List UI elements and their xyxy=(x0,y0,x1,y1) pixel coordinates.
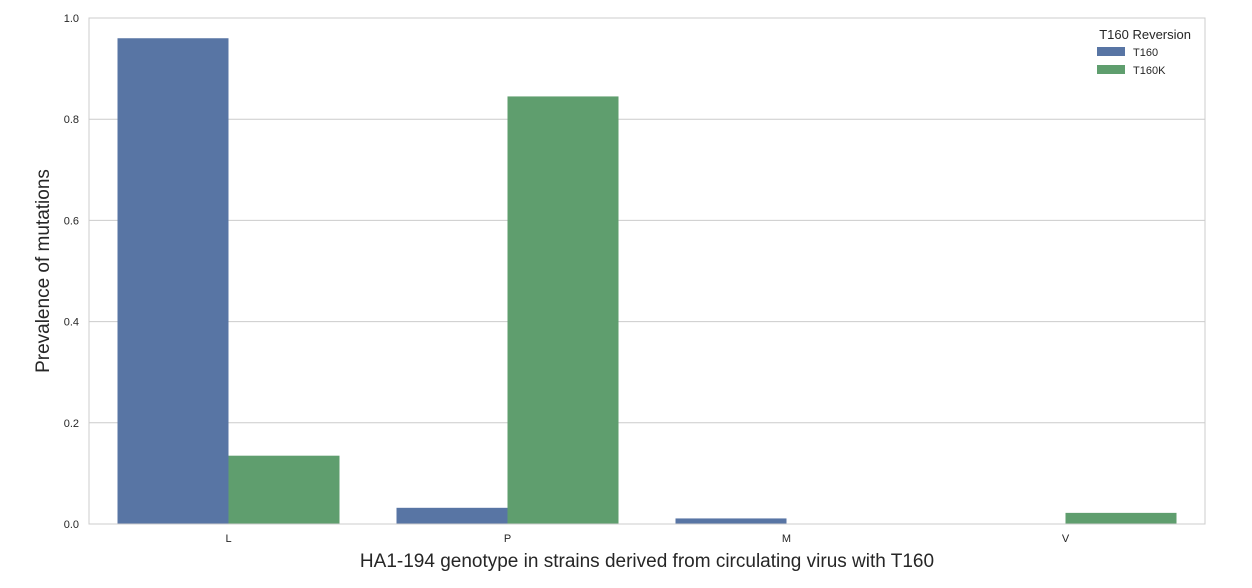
legend-items: T160 T160K xyxy=(1097,47,1166,77)
bar-t160k-p xyxy=(507,96,619,525)
y-tick-label: 1.0 xyxy=(64,13,79,25)
bars xyxy=(117,38,1177,525)
bar-t160-l xyxy=(117,38,229,525)
y-tick-label: 0.2 xyxy=(64,418,79,430)
x-tick-label: P xyxy=(504,533,511,545)
x-tick-label: V xyxy=(1062,533,1070,545)
plot-frame xyxy=(88,17,1206,525)
y-tick-label: 0.4 xyxy=(64,317,79,329)
legend-label-t160k: T160K xyxy=(1133,65,1166,77)
y-tick-labels: 0.0 0.2 0.4 0.6 0.8 1.0 xyxy=(64,13,79,531)
grid-lines xyxy=(89,17,1205,424)
bar-t160k-v xyxy=(1065,512,1177,524)
y-tick-label: 0.0 xyxy=(64,519,79,531)
legend-title: T160 Reversion xyxy=(1099,27,1191,42)
x-axis-label: HA1-194 genotype in strains derived from… xyxy=(360,551,934,572)
y-tick-label: 0.8 xyxy=(64,114,79,126)
legend-swatch-t160k xyxy=(1097,65,1125,74)
legend-label-t160: T160 xyxy=(1133,47,1158,59)
y-axis-label: Prevalence of mutations xyxy=(33,169,54,373)
x-tick-label: M xyxy=(782,533,791,545)
bar-t160-m xyxy=(675,518,787,524)
x-tick-label: L xyxy=(225,533,231,545)
bar-t160-p xyxy=(396,507,508,524)
bar-t160k-l xyxy=(228,455,340,524)
y-tick-label: 0.6 xyxy=(64,215,79,227)
legend: T160 Reversion T160 T160K xyxy=(1097,27,1191,77)
legend-swatch-t160 xyxy=(1097,47,1125,56)
